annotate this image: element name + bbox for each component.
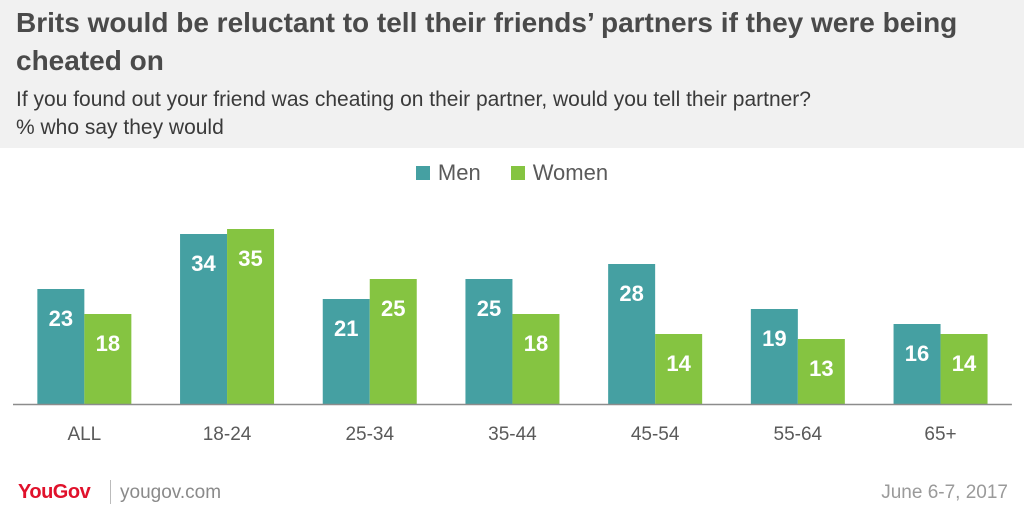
chart-subtitle: If you found out your friend was cheatin… <box>16 86 1006 142</box>
bar-men <box>465 279 513 404</box>
bar-women <box>369 279 417 404</box>
legend-item-men: Men <box>415 160 481 186</box>
x-tick-label: ALL <box>67 424 101 445</box>
data-label-women: 18 <box>96 331 120 356</box>
chart-title: Brits would be reluctant to tell their f… <box>16 7 958 76</box>
data-label-men: 16 <box>905 341 929 366</box>
bar-men <box>37 289 85 404</box>
footer-url: yougov.com <box>120 482 222 503</box>
legend-swatch-women <box>510 166 525 180</box>
x-tick-label: 18-24 <box>203 424 252 445</box>
subtitle-measure: % who say they would <box>16 116 224 139</box>
bar-women <box>227 229 275 404</box>
chart-legend: Men Women <box>0 160 1024 186</box>
bar-men <box>322 299 370 404</box>
bar-women <box>797 339 845 404</box>
data-label-men: 19 <box>762 326 786 351</box>
x-tick-label: 25-34 <box>345 424 394 445</box>
data-label-men: 25 <box>477 296 501 321</box>
data-label-women: 35 <box>238 246 262 271</box>
data-label-women: 13 <box>809 356 833 381</box>
bar-men <box>893 324 941 404</box>
bar-men <box>608 264 656 404</box>
bar-women <box>940 334 988 404</box>
data-label-women: 14 <box>952 351 977 376</box>
data-label-men: 28 <box>619 281 643 306</box>
bar-women <box>512 314 560 404</box>
data-label-women: 14 <box>666 351 691 376</box>
footer-date: June 6-7, 2017 <box>881 482 1008 503</box>
x-tick-label: 35-44 <box>488 424 537 445</box>
subtitle-question: If you found out your friend was cheatin… <box>16 88 811 111</box>
footer-divider <box>110 480 111 504</box>
legend-swatch-men <box>415 166 430 180</box>
x-tick-label: 65+ <box>924 424 956 445</box>
legend-label-men: Men <box>437 160 481 185</box>
yougov-logo: YouGov <box>18 481 91 503</box>
bar-women <box>84 314 132 404</box>
legend-label-women: Women <box>532 160 609 185</box>
data-label-women: 25 <box>381 296 405 321</box>
bar-women <box>655 334 703 404</box>
bar-men <box>180 234 228 404</box>
x-tick-label: 55-64 <box>774 424 823 445</box>
x-tick-label: 45-54 <box>631 424 680 445</box>
header-band: Brits would be reluctant to tell their f… <box>0 0 1024 148</box>
bar-men <box>750 309 798 404</box>
data-label-women: 18 <box>524 331 548 356</box>
data-label-men: 34 <box>191 251 216 276</box>
data-label-men: 21 <box>334 316 358 341</box>
data-label-men: 23 <box>49 306 73 331</box>
legend-item-women: Women <box>510 160 609 186</box>
